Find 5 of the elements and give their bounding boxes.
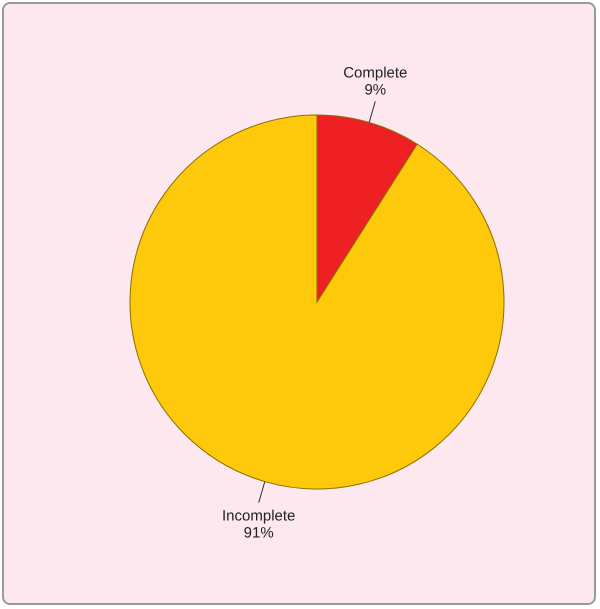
pie-slice	[130, 114, 504, 490]
slice-label: Incomplete	[222, 508, 296, 525]
slice-label: Complete	[343, 64, 408, 82]
data-label: 9%	[364, 81, 386, 98]
data-label: 91%	[244, 524, 274, 542]
